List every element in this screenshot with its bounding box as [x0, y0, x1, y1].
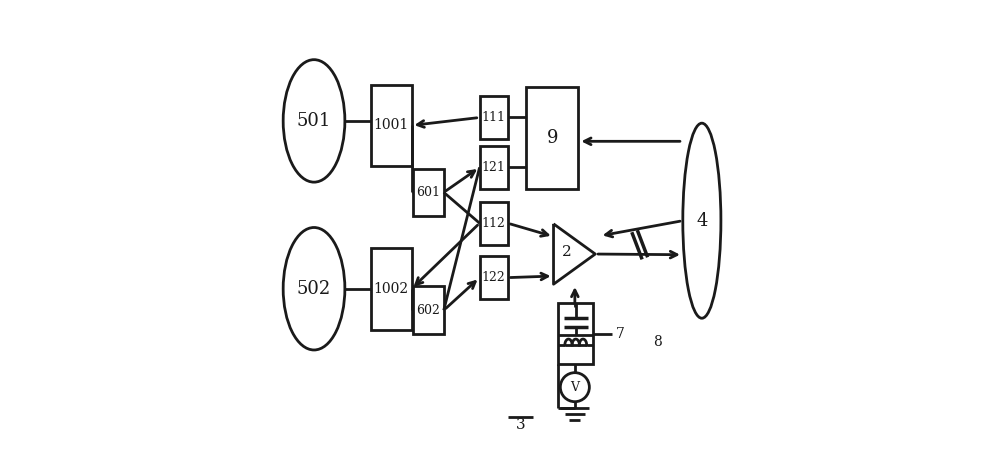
- Text: 8: 8: [653, 335, 662, 349]
- FancyBboxPatch shape: [371, 248, 412, 329]
- Text: 602: 602: [416, 304, 440, 317]
- Text: 502: 502: [297, 280, 331, 298]
- Ellipse shape: [683, 123, 721, 318]
- Text: V: V: [570, 381, 579, 394]
- Text: 501: 501: [297, 112, 331, 130]
- Text: 9: 9: [547, 129, 558, 147]
- FancyBboxPatch shape: [413, 287, 444, 334]
- FancyBboxPatch shape: [480, 202, 508, 245]
- Text: 111: 111: [482, 111, 506, 124]
- Text: 601: 601: [416, 186, 440, 199]
- Text: 121: 121: [482, 161, 506, 174]
- Text: 1002: 1002: [374, 282, 409, 296]
- Text: 1001: 1001: [374, 118, 409, 132]
- Text: 3: 3: [516, 418, 525, 432]
- FancyBboxPatch shape: [480, 256, 508, 299]
- FancyBboxPatch shape: [558, 303, 593, 364]
- Text: 112: 112: [482, 217, 506, 230]
- Text: 2: 2: [562, 245, 571, 259]
- Circle shape: [560, 373, 589, 402]
- Ellipse shape: [283, 60, 345, 182]
- Text: 4: 4: [696, 212, 708, 230]
- Ellipse shape: [283, 228, 345, 350]
- FancyBboxPatch shape: [526, 87, 578, 189]
- FancyBboxPatch shape: [371, 85, 412, 166]
- Text: 122: 122: [482, 271, 506, 284]
- Text: 7: 7: [616, 327, 625, 341]
- FancyBboxPatch shape: [413, 168, 444, 216]
- FancyBboxPatch shape: [480, 96, 508, 139]
- FancyBboxPatch shape: [480, 146, 508, 189]
